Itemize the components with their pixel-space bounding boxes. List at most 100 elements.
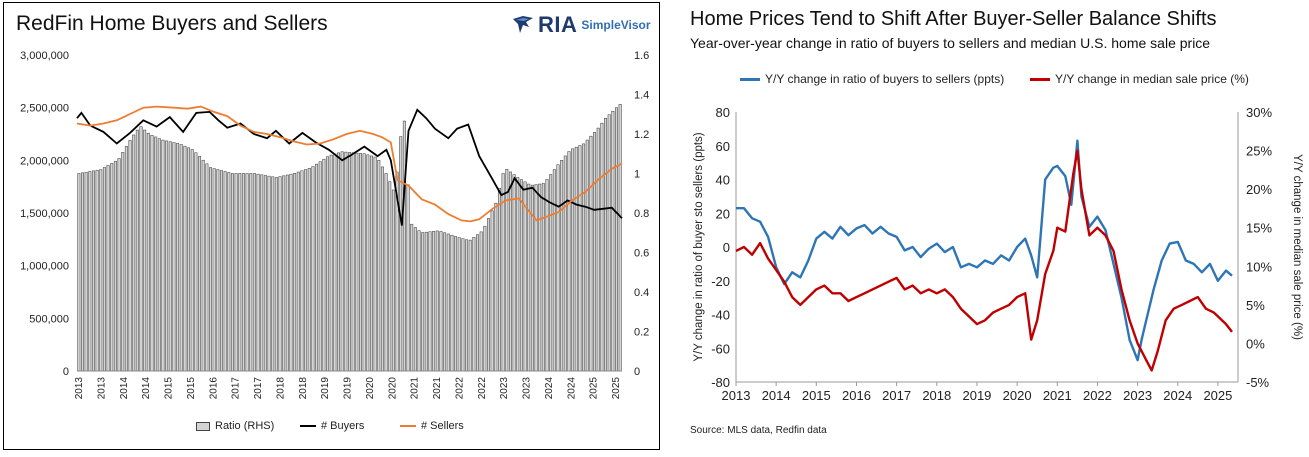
left-axis-tick-label: 60 [716, 139, 730, 154]
ratio-bar [304, 169, 308, 372]
x-axis-tick-label: 2024 [1163, 388, 1192, 403]
ratio-bar [461, 238, 465, 372]
ratio-bar [274, 177, 278, 372]
ratio-bar [88, 171, 92, 372]
x-axis-tick-label: 2013 [96, 377, 107, 400]
ratio-bar [117, 158, 121, 372]
ratio-bar [307, 168, 311, 372]
ratio-bar [366, 154, 370, 372]
ratio-bar [600, 122, 604, 372]
legend-label-sellers: # Sellers [421, 420, 464, 432]
right-axis-tick-label: 20% [1246, 182, 1272, 197]
left-axis-title: Y/Y change in ratio of buyer sto sellers… [693, 132, 705, 361]
ratio-bar [278, 176, 282, 372]
ratio-bar [519, 179, 523, 372]
left-axis-tick-label: -20 [711, 274, 730, 289]
ratio-bar [344, 151, 348, 372]
x-axis-tick-label: 2021 [1043, 388, 1072, 403]
right-axis-tick-label: 1.6 [634, 50, 649, 62]
ratio-bar [556, 164, 560, 372]
ratio-bar [187, 147, 191, 372]
right-axis-tick-label: 0.6 [634, 248, 649, 260]
ratio-bar [95, 169, 99, 372]
ratio-bar [457, 237, 461, 372]
ratio-bar [212, 168, 216, 372]
left-axis-tick-label: 40 [716, 173, 730, 188]
left-axis-tick-label: 3,000,000 [20, 50, 69, 62]
left-axis-tick-label: 2,000,000 [20, 155, 69, 167]
right-axis-tick-label: 25% [1246, 144, 1272, 159]
x-axis-tick-label: 2015 [802, 388, 831, 403]
ratio-bar [209, 167, 212, 372]
ratio-bar [121, 152, 125, 372]
ratio-bar [77, 173, 81, 372]
ratio-bar [179, 144, 183, 372]
right-axis-tick-label: 0.2 [634, 327, 649, 339]
ratio-bar [322, 158, 326, 372]
ratio-bar [391, 189, 395, 372]
right-axis-tick-label: -5% [1246, 375, 1270, 390]
x-axis-tick-label: 2025 [589, 377, 600, 400]
ratio-bar [315, 163, 319, 372]
ratio-bar [198, 156, 202, 372]
x-axis-tick-label: 2016 [842, 388, 871, 403]
right-axis-tick-label: 10% [1246, 259, 1272, 274]
ratio-bar [406, 184, 410, 372]
ratio-bar [596, 127, 600, 372]
ratio-bar [574, 146, 578, 372]
ratio-bar [91, 170, 95, 372]
x-axis-tick-label: 2013 [722, 388, 751, 403]
ratio-bar [508, 171, 512, 372]
ratio-bar [190, 149, 194, 372]
ratio-bar [128, 140, 132, 372]
left-axis-tick-label: 2,500,000 [20, 103, 69, 115]
ratio-bar [454, 236, 458, 372]
ratio-bar [161, 139, 165, 372]
legend-swatch-sellers [400, 425, 416, 427]
ratio-bar [183, 145, 187, 372]
ratio-bar [545, 179, 549, 372]
left-chart-panel: RedFin Home Buyers and Sellers RIA Simpl… [3, 2, 660, 450]
ratio-bar [333, 153, 337, 372]
legend-item-ratio-change: Y/Y change in ratio of buyers to sellers… [740, 72, 1004, 86]
left-chart-plot: 0 500,000 1,000,000 1,500,000 2,000,000 2,500… [20, 50, 649, 400]
ratio-bar [567, 151, 571, 372]
right-axis-tick-label: 15% [1246, 221, 1272, 236]
ratio-bar [607, 114, 611, 372]
left-axis-tick-label: 20 [716, 206, 730, 221]
x-axis-tick-label: 2023 [499, 377, 510, 400]
ratio-bar [256, 173, 260, 372]
ratio-bar [154, 136, 158, 372]
left-axis-tick-label: 0 [723, 240, 730, 255]
left-axis-tick-label: -40 [711, 308, 730, 323]
ratio-bar [172, 142, 176, 372]
legend-item-sellers: # Sellers [400, 420, 464, 432]
ratio-bar [318, 161, 322, 372]
legend-label-price-change: Y/Y change in median sale price (%) [1055, 72, 1249, 86]
ratio-bar [560, 160, 564, 372]
brand-logo: RIA SimpleVisor [512, 12, 651, 38]
ratio-bar [168, 141, 172, 372]
ratio-bar [487, 218, 490, 372]
right-chart-plot: 80 60 40 20 0 -20 -40 -60 -80 30% 25% 20% 15% 10% 5% 0%… [693, 105, 1303, 403]
ratio-bar [84, 171, 88, 372]
ratio-bar [282, 175, 286, 372]
sellers-line [76, 105, 623, 223]
ratio-bar [296, 171, 300, 372]
left-axis-tick-label: 80 [716, 105, 730, 120]
ratio-bar [611, 110, 615, 372]
x-axis-tick-label: 2020 [1003, 388, 1032, 403]
x-axis-tick-label: 2024 [566, 377, 577, 400]
legend-swatch-ratio-change [740, 77, 760, 81]
right-chart-title: Home Prices Tend to Shift After Buyer-Se… [690, 8, 1217, 30]
ratio-bar [326, 156, 330, 372]
ratio-bar [358, 153, 362, 372]
ratio-bar [538, 183, 542, 372]
left-axis-tick-label: 0 [63, 366, 69, 378]
ratio-bar [446, 233, 450, 372]
ratio-bar [450, 234, 454, 372]
left-axis-tick-label: 500,000 [29, 313, 69, 325]
x-axis-tick-label: 2017 [882, 388, 911, 403]
ratio-bar [571, 148, 575, 372]
ratio-bar [355, 152, 359, 372]
